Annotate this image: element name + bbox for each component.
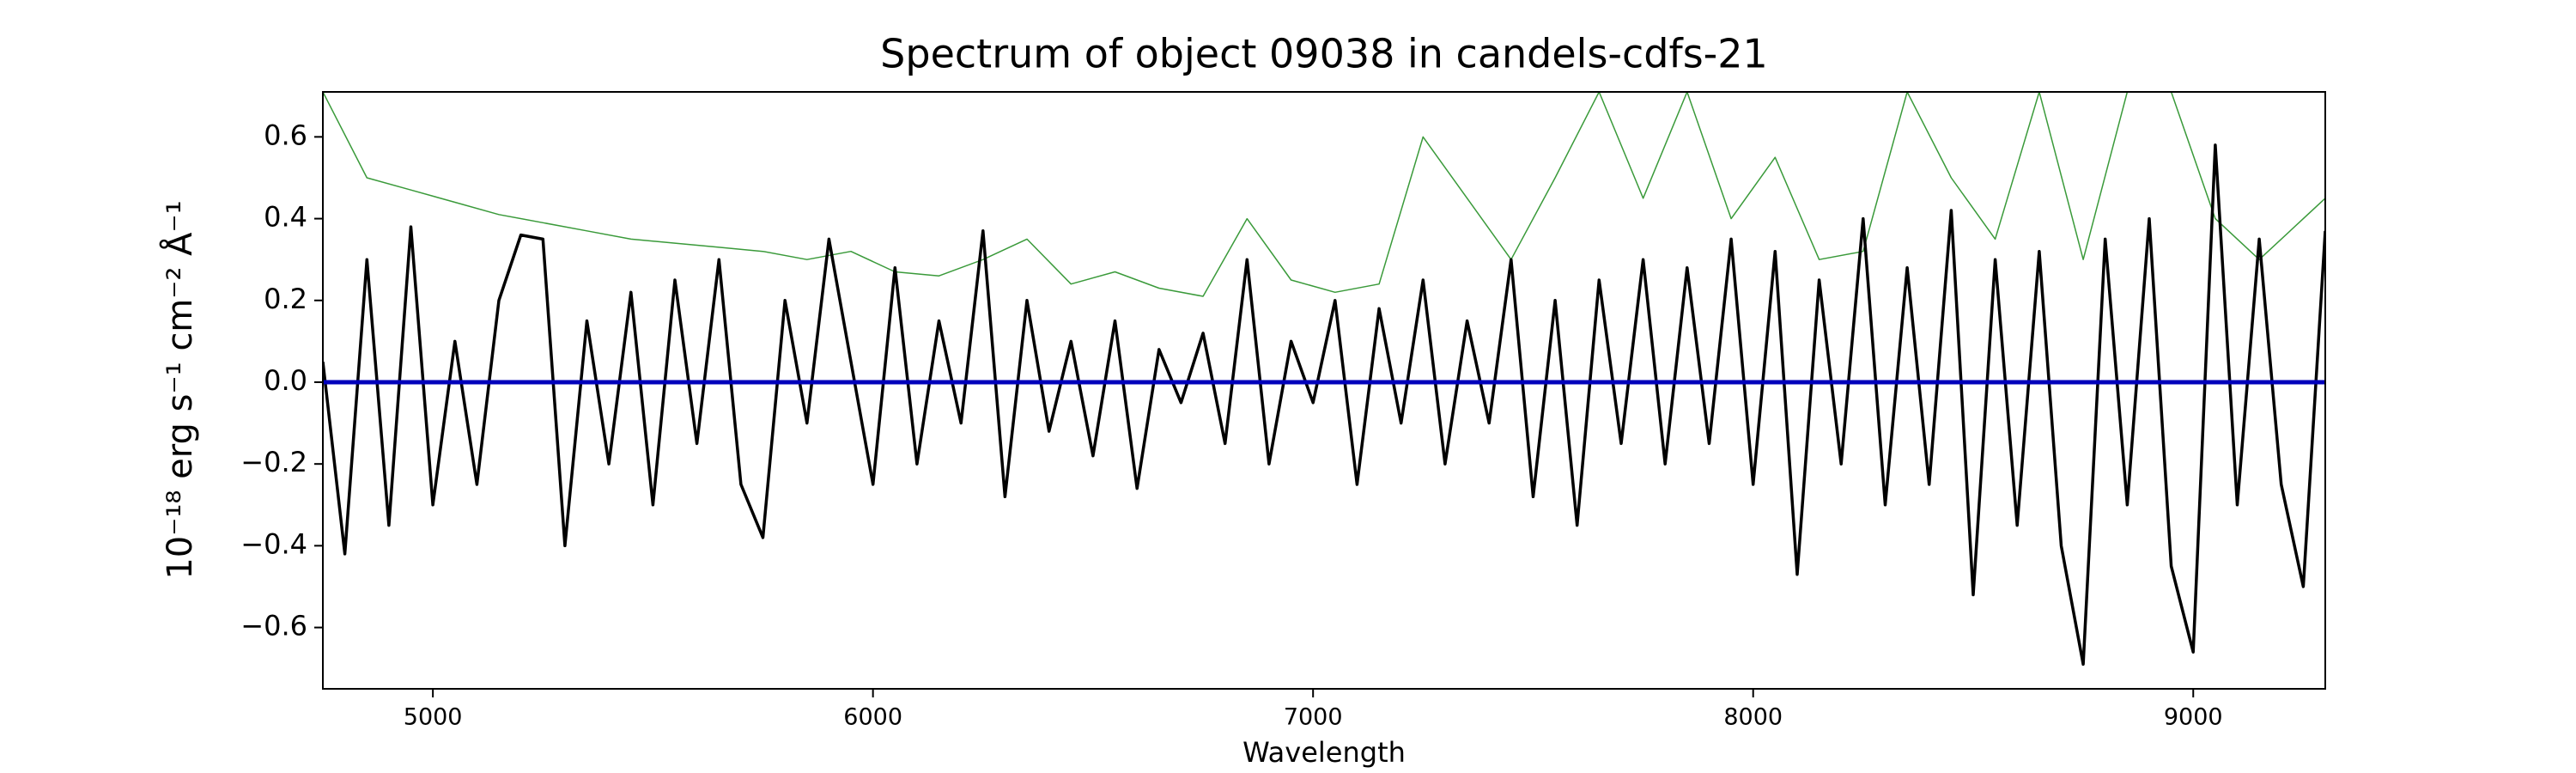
y-tick-label: 0.6 [264,119,307,151]
plot-frame [322,91,2326,690]
spectrum-line [323,92,2325,297]
x-axis-label: Wavelength [1242,736,1406,769]
x-tick-label: 6000 [843,704,902,731]
spectrum-line [323,143,2325,666]
plot-area [323,92,2325,666]
y-tick-label: −0.2 [240,446,307,478]
y-tick-label: 0.0 [264,364,307,397]
y-tick-label: −0.4 [240,527,307,560]
y-tick-label: −0.6 [240,610,307,642]
x-tick-label: 9000 [2164,704,2223,731]
x-tick-label: 7000 [1284,704,1343,731]
y-axis-label: 10⁻¹⁸ erg s⁻¹ cm⁻² Å⁻¹ [159,200,200,579]
y-tick-label: 0.2 [264,283,307,315]
y-tick-label: 0.4 [264,201,307,234]
x-tick-label: 5000 [404,704,463,731]
x-tick-label: 8000 [1723,704,1783,731]
chart-title: Spectrum of object 09038 in candels-cdfs… [880,31,1768,77]
